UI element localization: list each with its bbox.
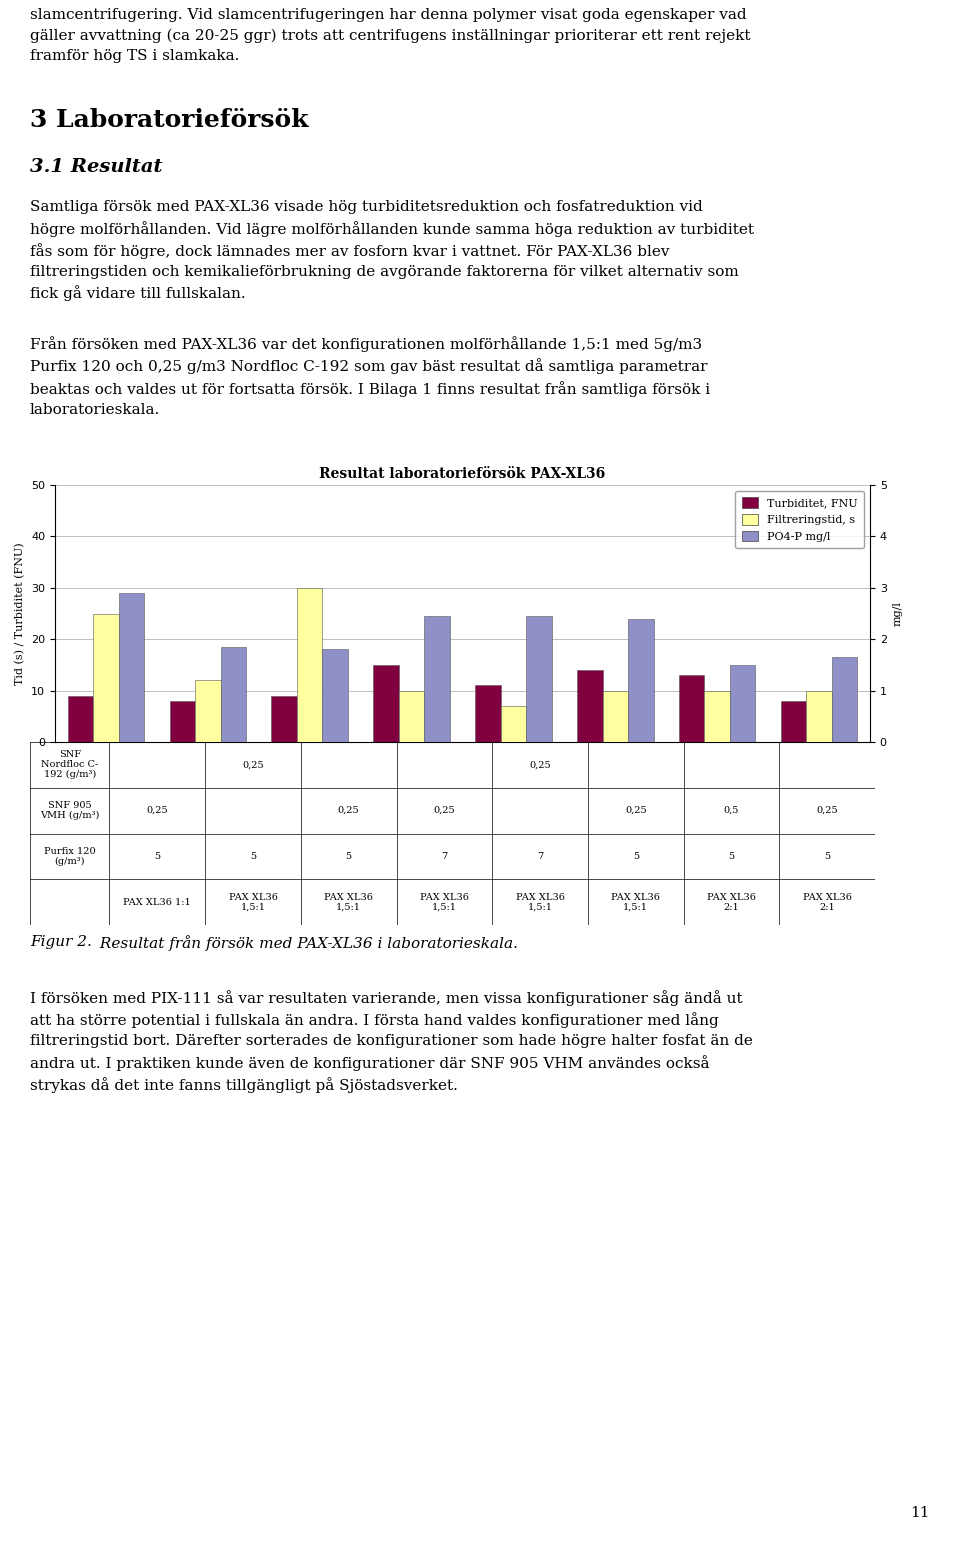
Text: SNF
Nordfloc C-
192 (g/m³): SNF Nordfloc C- 192 (g/m³) [41, 750, 98, 779]
Legend: Turbiditet, FNU, Filtreringstid, s, PO4-P mg/l: Turbiditet, FNU, Filtreringstid, s, PO4-… [735, 491, 864, 548]
Text: PAX XL36
1,5:1: PAX XL36 1,5:1 [612, 892, 660, 912]
Text: 3 Laboratorieförsök: 3 Laboratorieförsök [30, 108, 308, 133]
Bar [221, 647, 246, 742]
Text: 0,25: 0,25 [625, 805, 647, 815]
Bar [679, 676, 705, 742]
Bar [373, 665, 398, 742]
Text: Figur 2.: Figur 2. [30, 935, 92, 949]
Bar [526, 616, 552, 742]
Title: Resultat laboratorieförsök PAX-XL36: Resultat laboratorieförsök PAX-XL36 [320, 468, 606, 481]
Bar [195, 680, 221, 742]
Text: PAX XL36
1,5:1: PAX XL36 1,5:1 [516, 892, 564, 912]
Bar [603, 691, 628, 742]
Text: 7: 7 [537, 852, 543, 861]
Bar [68, 696, 93, 742]
Bar [780, 701, 806, 742]
Bar [170, 701, 195, 742]
Bar [272, 696, 297, 742]
Text: 3.1 Resultat: 3.1 Resultat [30, 157, 162, 176]
Bar [831, 657, 857, 742]
Bar [730, 665, 756, 742]
Text: PAX XL36
1,5:1: PAX XL36 1,5:1 [420, 892, 468, 912]
Bar [501, 707, 526, 742]
Text: 0,25: 0,25 [434, 805, 455, 815]
Bar [424, 616, 450, 742]
Text: 0,25: 0,25 [147, 805, 168, 815]
Text: 11: 11 [910, 1506, 930, 1520]
Text: 0,25: 0,25 [816, 805, 838, 815]
Text: PAX XL36 1:1: PAX XL36 1:1 [124, 898, 191, 907]
Text: 5: 5 [250, 852, 256, 861]
Y-axis label: mg/l: mg/l [893, 602, 902, 626]
Bar [577, 670, 603, 742]
Text: 7: 7 [442, 852, 447, 861]
Text: 0,25: 0,25 [242, 761, 264, 770]
Text: I försöken med PIX-111 så var resultaten varierande, men vissa konfigurationer s: I försöken med PIX-111 så var resultaten… [30, 991, 753, 1094]
Bar [806, 691, 831, 742]
Bar [119, 593, 144, 742]
Text: PAX XL36
1,5:1: PAX XL36 1,5:1 [228, 892, 277, 912]
Bar [475, 685, 501, 742]
Bar [297, 588, 323, 742]
Text: PAX XL36
2:1: PAX XL36 2:1 [803, 892, 852, 912]
Bar [628, 619, 654, 742]
Text: 5: 5 [824, 852, 830, 861]
Bar [323, 650, 348, 742]
Bar [398, 691, 424, 742]
Y-axis label: Tid (s) / Turbiditet (FNU): Tid (s) / Turbiditet (FNU) [15, 542, 26, 685]
Text: 5: 5 [633, 852, 638, 861]
Text: 0,25: 0,25 [529, 761, 551, 770]
Bar [705, 691, 730, 742]
Text: SNF 905
VMH (g/m³): SNF 905 VMH (g/m³) [40, 801, 100, 821]
Text: 0,25: 0,25 [338, 805, 359, 815]
Text: PAX XL36
1,5:1: PAX XL36 1,5:1 [324, 892, 373, 912]
Text: PAX XL36
2:1: PAX XL36 2:1 [707, 892, 756, 912]
Text: slamcentrifugering. Vid slamcentrifugeringen har denna polymer visat goda egensk: slamcentrifugering. Vid slamcentrifugeri… [30, 8, 751, 63]
Text: 5: 5 [155, 852, 160, 861]
Text: Purfix 120
(g/m³): Purfix 120 (g/m³) [44, 847, 96, 866]
Text: 0,5: 0,5 [724, 805, 739, 815]
Text: Från försöken med PAX-XL36 var det konfigurationen molförhållande 1,5:1 med 5g/m: Från försöken med PAX-XL36 var det konfi… [30, 336, 710, 417]
Text: 5: 5 [729, 852, 734, 861]
Text: 5: 5 [346, 852, 351, 861]
Bar [93, 614, 119, 742]
Text: Samtliga försök med PAX-XL36 visade hög turbiditetsreduktion och fosfatreduktion: Samtliga försök med PAX-XL36 visade hög … [30, 201, 754, 301]
Text: Resultat från försök med PAX-XL36 i laboratorieskala.: Resultat från försök med PAX-XL36 i labo… [95, 935, 518, 950]
